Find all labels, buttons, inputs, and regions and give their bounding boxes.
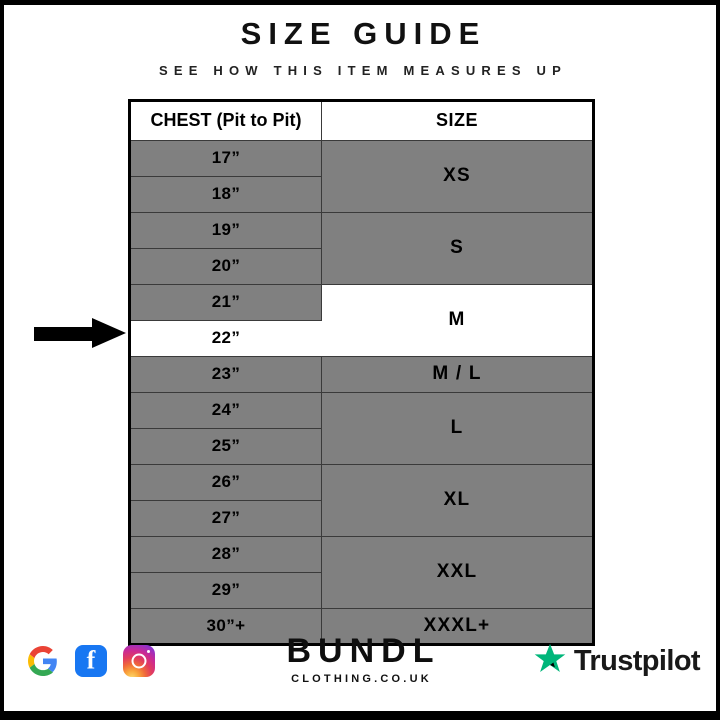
cell-size: XS — [321, 139, 594, 213]
instagram-flash-dot — [146, 650, 150, 654]
cell-measurement: 26” — [129, 463, 322, 501]
table-row: 21” M — [129, 283, 594, 357]
cell-measurement: 24” — [129, 391, 322, 429]
cell-measurement: 27” — [129, 499, 322, 537]
cell-size: S — [321, 211, 594, 285]
size-table-wrap: CHEST (Pit to Pit) SIZE 17” XS 18” 19” S 20” 2… — [34, 98, 595, 646]
trustpilot-star-icon — [533, 642, 567, 681]
instagram-tile — [123, 645, 155, 677]
facebook-tile: f — [75, 645, 107, 677]
page-subtitle: SEE HOW THIS ITEM MEASURES UP — [158, 62, 568, 78]
table-row: 25” — [129, 427, 594, 465]
size-guide-card: SIZE GUIDE SEE HOW THIS ITEM MEASURES UP… — [4, 5, 716, 711]
column-header-size: SIZE — [321, 99, 594, 141]
facebook-icon[interactable]: f — [74, 644, 108, 678]
table-row: 28” XXL — [129, 535, 594, 609]
table-row: 18” — [129, 175, 594, 213]
table-head: CHEST (Pit to Pit) SIZE — [129, 99, 594, 141]
brand-logo: BUNDL CLOTHING.CO.UK — [280, 634, 441, 685]
cell-measurement: 17” — [129, 139, 322, 177]
instagram-lens — [131, 653, 147, 669]
footer: f BUNDL CLOTHING.CO.UK — [4, 625, 716, 697]
table-row: 20” — [129, 247, 594, 285]
cell-size: L — [321, 391, 594, 465]
table-row: 30”+ XXXL+ — [129, 607, 594, 645]
cell-size: XXL — [321, 535, 594, 609]
google-icon[interactable] — [26, 644, 60, 678]
instagram-icon[interactable] — [122, 644, 156, 678]
cell-size: M — [321, 283, 594, 357]
table-row: 17” XS — [129, 139, 594, 213]
brand-domain: CLOTHING.CO.UK — [291, 673, 432, 685]
table-header-row: CHEST (Pit to Pit) SIZE — [129, 99, 594, 141]
cell-measurement: 30”+ — [129, 607, 322, 645]
table-row: 27” — [129, 499, 594, 537]
facebook-f-glyph: f — [86, 645, 96, 675]
right-arrow-icon — [34, 317, 126, 348]
cell-measurement: 25” — [129, 427, 322, 465]
table-body: 17” XS 18” 19” S 20” 21” M 22” 23” M / L 24” L 25” 26”… — [129, 139, 594, 645]
header: SIZE GUIDE SEE HOW THIS ITEM MEASURES UP — [4, 5, 716, 78]
social-links: f — [26, 644, 156, 678]
arrow-head — [92, 317, 126, 348]
cell-measurement: 22” — [129, 319, 322, 357]
size-table: CHEST (Pit to Pit) SIZE 17” XS 18” 19” S 20” 2… — [128, 98, 595, 646]
table-row: 29” — [129, 571, 594, 609]
cell-size: XL — [321, 463, 594, 537]
column-header-chest: CHEST (Pit to Pit) — [129, 99, 322, 141]
cell-measurement: 23” — [129, 355, 322, 393]
cell-size: XXXL+ — [321, 607, 594, 645]
brand-name: BUNDL — [286, 632, 441, 670]
cell-measurement: 28” — [129, 535, 322, 573]
page-title: SIZE GUIDE — [240, 16, 487, 51]
table-row: 19” S — [129, 211, 594, 285]
cell-measurement: 19” — [129, 211, 322, 249]
cell-measurement: 21” — [129, 283, 322, 321]
cell-measurement: 20” — [129, 247, 322, 285]
cell-measurement: 18” — [129, 175, 322, 213]
table-row: 26” XL — [129, 463, 594, 537]
table-row: 24” L — [129, 391, 594, 465]
trustpilot-logo[interactable]: Trustpilot — [533, 642, 701, 681]
cell-size: M / L — [321, 355, 594, 393]
cell-measurement: 29” — [129, 571, 322, 609]
trustpilot-wordmark: Trustpilot — [573, 644, 701, 677]
arrow-shaft — [34, 326, 96, 341]
table-row: 23” M / L — [129, 355, 594, 393]
